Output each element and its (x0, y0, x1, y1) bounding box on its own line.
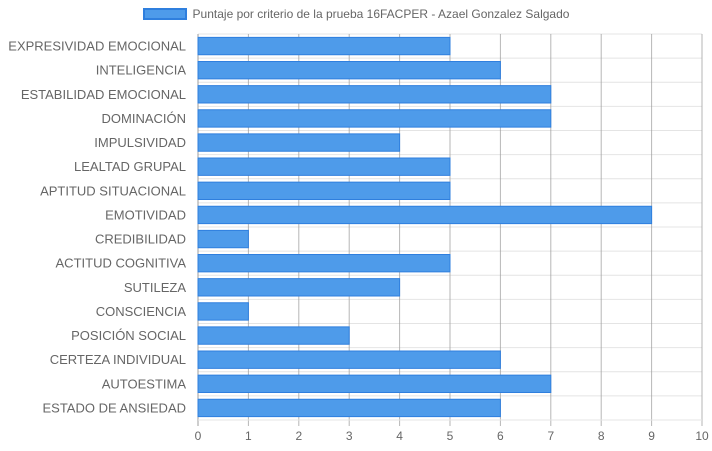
category-label: ESTABILIDAD EMOCIONAL (21, 87, 186, 102)
bar[interactable] (197, 85, 552, 104)
x-tick-label: 5 (447, 429, 454, 443)
bar[interactable] (197, 205, 653, 225)
x-tick-label: 3 (346, 429, 353, 443)
bar[interactable] (197, 374, 552, 393)
chart-legend[interactable]: Puntaje por criterio de la prueba 16FACP… (0, 7, 712, 23)
x-tick-label: 8 (598, 429, 605, 443)
category-label: LEALTAD GRUPAL (74, 159, 186, 174)
category-label: CREDIBILIDAD (95, 232, 186, 247)
x-tick-label: 6 (497, 429, 504, 443)
category-label: APTITUD SITUACIONAL (40, 183, 186, 198)
x-tick-label: 7 (547, 429, 554, 443)
bar[interactable] (197, 157, 451, 176)
category-label: ESTADO DE ANSIEDAD (42, 400, 186, 415)
category-label: CONSCIENCIA (96, 304, 187, 319)
x-tick-label: 1 (245, 429, 252, 443)
category-label: DOMINACIÓN (102, 111, 187, 126)
bar[interactable] (197, 350, 501, 369)
category-label: CERTEZA INDIVIDUAL (50, 352, 186, 367)
bar[interactable] (197, 278, 401, 297)
legend-item[interactable]: Puntaje por criterio de la prueba 16FACP… (142, 7, 570, 21)
x-tick-label: 2 (295, 429, 302, 443)
bar[interactable] (197, 109, 552, 128)
legend-swatch (142, 8, 187, 20)
bar[interactable] (197, 36, 451, 56)
bar[interactable] (197, 254, 451, 273)
category-label: ACTITUD COGNITIVA (56, 256, 187, 271)
category-label: INTELIGENCIA (96, 63, 187, 78)
bar[interactable] (197, 398, 501, 418)
bar[interactable] (197, 133, 401, 152)
bar[interactable] (197, 229, 249, 249)
x-tick-label: 10 (695, 429, 709, 443)
category-label: IMPULSIVIDAD (94, 135, 186, 150)
bar[interactable] (197, 326, 350, 345)
category-label: SUTILEZA (124, 280, 186, 295)
category-label: EXPRESIVIDAD EMOCIONAL (8, 39, 186, 54)
x-tick-label: 9 (648, 429, 655, 443)
category-label: POSICIÓN SOCIAL (71, 328, 186, 343)
legend-label: Puntaje por criterio de la prueba 16FACP… (192, 7, 570, 21)
bar[interactable] (197, 302, 249, 321)
bar[interactable] (197, 181, 451, 200)
bar[interactable] (197, 61, 501, 80)
x-tick-label: 4 (396, 429, 403, 443)
x-tick-label: 0 (195, 429, 202, 443)
category-label: AUTOESTIMA (102, 376, 187, 391)
category-label: EMOTIVIDAD (105, 207, 186, 222)
